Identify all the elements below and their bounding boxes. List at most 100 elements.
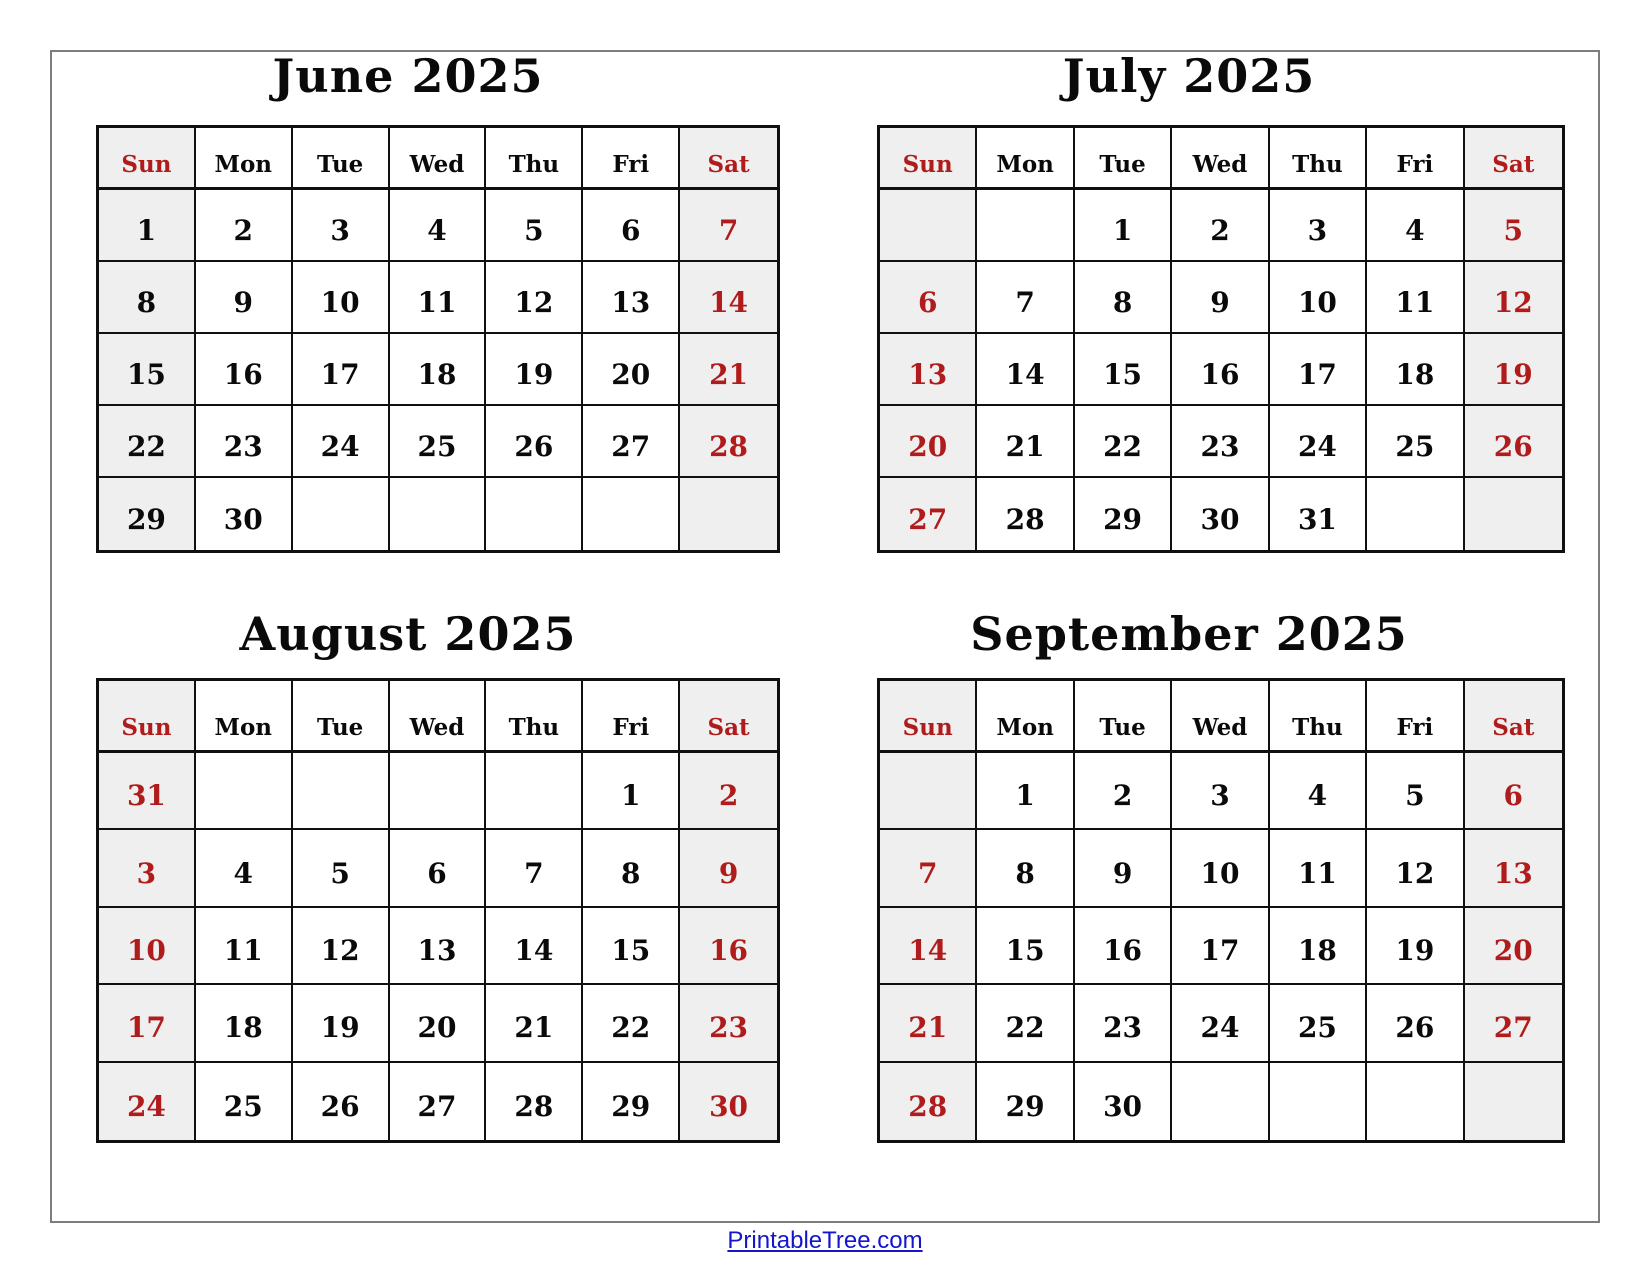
day-cell: 16 [195, 334, 293, 406]
day-cell: 30 [1172, 478, 1270, 550]
day-cell: 30 [196, 478, 293, 550]
day-cell: 29 [583, 1062, 681, 1140]
day-cell: 7 [880, 830, 978, 908]
empty-day-cell [1172, 1062, 1270, 1140]
day-cell: 27 [880, 478, 978, 550]
day-cell: 20 [583, 334, 681, 406]
weekday-header-sun: Sun [99, 128, 196, 190]
empty-day-cell [486, 478, 584, 550]
day-cell: 25 [196, 1062, 293, 1140]
day-cell: 6 [583, 190, 681, 262]
day-cell: 2 [680, 753, 777, 831]
day-cell: 3 [1269, 190, 1368, 262]
weekday-header-thu: Thu [486, 128, 584, 190]
day-cell: 8 [583, 830, 681, 908]
weekday-header-wed: Wed [1172, 128, 1270, 190]
day-cell: 9 [195, 262, 293, 334]
day-cell: 8 [1074, 262, 1173, 334]
day-cell: 21 [977, 406, 1075, 478]
day-cell: 1 [977, 753, 1075, 831]
day-cell: 19 [1367, 907, 1465, 986]
day-cell: 2 [1172, 190, 1270, 262]
day-cell: 14 [880, 907, 978, 986]
weekday-header-sat: Sat [1464, 128, 1562, 190]
empty-day-cell [486, 753, 584, 831]
day-cell: 7 [680, 190, 777, 262]
day-cell: 31 [99, 753, 196, 831]
day-cell: 21 [486, 985, 584, 1063]
empty-day-cell [1367, 1062, 1465, 1140]
day-cell: 30 [680, 1062, 777, 1140]
empty-day-cell [880, 190, 978, 262]
day-cell: 12 [292, 907, 390, 986]
day-cell: 20 [880, 406, 978, 478]
day-cell: 24 [292, 406, 390, 478]
weekday-header-mon: Mon [977, 681, 1075, 753]
empty-day-cell [195, 753, 293, 831]
day-cell: 8 [977, 830, 1075, 908]
day-cell: 13 [1464, 830, 1562, 908]
day-cell: 18 [195, 985, 293, 1063]
day-cell: 4 [1367, 190, 1465, 262]
day-cell: 3 [292, 190, 390, 262]
day-cell: 23 [195, 406, 293, 478]
weekday-header-mon: Mon [195, 681, 293, 753]
day-cell: 12 [1367, 830, 1465, 908]
day-cell: 26 [1367, 985, 1465, 1063]
day-cell: 30 [1075, 1062, 1173, 1140]
day-cell: 4 [1269, 753, 1368, 831]
empty-day-cell [977, 190, 1075, 262]
day-cell: 25 [1367, 406, 1465, 478]
day-cell: 24 [1172, 985, 1270, 1063]
day-cell: 20 [1464, 907, 1562, 986]
day-cell: 27 [583, 406, 681, 478]
empty-day-cell [680, 478, 777, 550]
day-cell: 23 [1074, 985, 1173, 1063]
day-cell: 6 [880, 262, 978, 334]
day-cell: 14 [486, 907, 584, 986]
empty-day-cell [880, 753, 978, 831]
day-cell: 27 [390, 1062, 487, 1140]
month-title-september: September 2025 [970, 607, 1408, 661]
day-cell: 24 [1269, 406, 1368, 478]
weekday-header-sun: Sun [99, 681, 196, 753]
day-cell: 9 [680, 830, 777, 908]
day-cell: 5 [486, 190, 584, 262]
day-cell: 12 [1464, 262, 1562, 334]
day-cell: 4 [195, 830, 293, 908]
month-title-june: June 2025 [272, 49, 544, 103]
calendar-grid-august: Sun Mon Tue Wed Thu Fri Sat 31 1 2 3 4 5 6 7 8 9 10 11 12 13… [96, 678, 780, 1143]
day-cell: 26 [486, 406, 584, 478]
weekday-header-tue: Tue [292, 681, 390, 753]
weekday-header-sat: Sat [1464, 681, 1562, 753]
day-cell: 10 [1172, 830, 1270, 908]
day-cell: 22 [583, 985, 681, 1063]
day-cell: 10 [99, 907, 196, 986]
day-cell: 16 [1074, 907, 1173, 986]
day-cell: 6 [1464, 753, 1562, 831]
day-cell: 7 [977, 262, 1075, 334]
day-cell: 21 [680, 334, 777, 406]
day-cell: 4 [389, 190, 487, 262]
footer-brand-link[interactable]: PrintableTree.com [727, 1227, 923, 1254]
day-cell: 17 [1269, 334, 1368, 406]
day-cell: 8 [99, 262, 196, 334]
day-cell: 1 [1074, 190, 1173, 262]
weekday-header-fri: Fri [1367, 128, 1465, 190]
calendar-grid-september: Sun Mon Tue Wed Thu Fri Sat 1 2 3 4 5 6 7 8 9 10 11 12 13 14… [877, 678, 1565, 1143]
day-cell: 19 [1464, 334, 1562, 406]
weekday-header-sat: Sat [680, 681, 777, 753]
day-cell: 28 [486, 1062, 584, 1140]
day-cell: 21 [880, 985, 978, 1063]
weekday-header-tue: Tue [292, 128, 390, 190]
weekday-header-mon: Mon [195, 128, 293, 190]
day-cell: 29 [99, 478, 196, 550]
day-cell: 22 [99, 406, 196, 478]
day-cell: 2 [195, 190, 293, 262]
day-cell: 15 [99, 334, 196, 406]
day-cell: 22 [1074, 406, 1173, 478]
empty-day-cell [1464, 478, 1562, 550]
weekday-header-thu: Thu [1269, 128, 1368, 190]
empty-day-cell [1367, 478, 1465, 550]
